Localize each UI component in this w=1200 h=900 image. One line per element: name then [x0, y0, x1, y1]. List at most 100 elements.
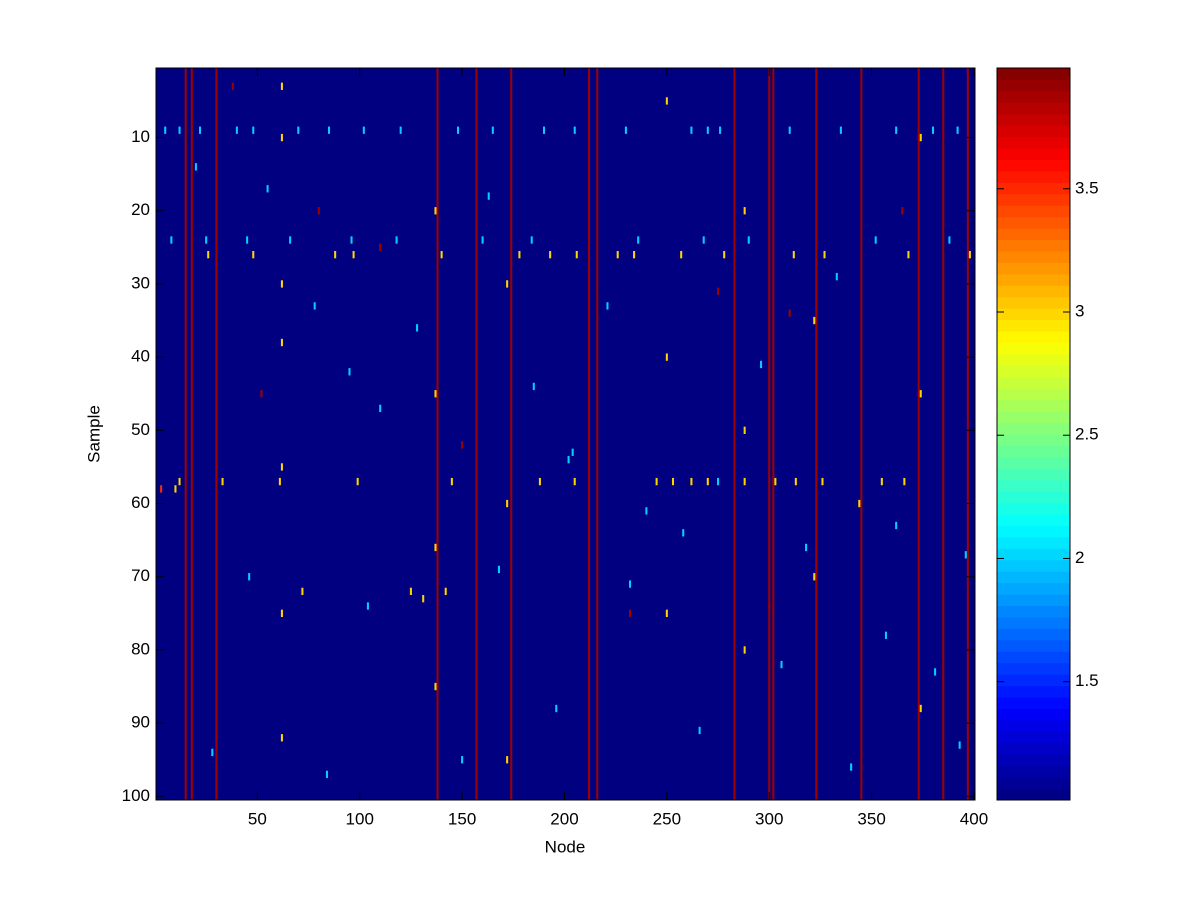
cell	[297, 126, 300, 134]
colorbar-segment	[997, 754, 1070, 767]
cell	[379, 243, 382, 251]
cell	[280, 133, 283, 142]
y-tick-label: 60	[131, 493, 150, 512]
cell	[170, 236, 173, 244]
colorbar-segment	[997, 777, 1070, 790]
stripe	[772, 68, 775, 800]
cell	[690, 477, 693, 486]
cell	[221, 477, 224, 486]
colorbar-segment	[997, 559, 1070, 572]
cell	[628, 580, 632, 588]
cell	[506, 756, 509, 764]
cell	[743, 426, 746, 434]
cell	[743, 477, 746, 486]
colorbar-segment	[997, 285, 1070, 298]
colorbar-segment	[997, 125, 1070, 138]
cell	[235, 126, 238, 134]
cell	[690, 126, 693, 134]
cell	[325, 770, 328, 779]
colorbar-segment	[997, 308, 1070, 321]
colorbar-segment	[997, 342, 1070, 355]
x-tick-label: 250	[653, 809, 681, 828]
cell	[567, 455, 570, 464]
colorbar-segment	[997, 273, 1070, 286]
colorbar-segment	[997, 628, 1070, 641]
cell	[706, 477, 709, 486]
colorbar-segment	[997, 422, 1070, 435]
cell	[884, 631, 887, 639]
cell	[682, 529, 685, 537]
cell	[542, 126, 546, 134]
x-tick-label: 50	[248, 809, 267, 828]
colorbar-segment	[997, 571, 1070, 584]
cell	[934, 668, 937, 676]
cell	[416, 324, 419, 332]
colorbar-segment	[997, 216, 1070, 229]
cell	[301, 587, 304, 596]
colorbar-segment	[997, 708, 1070, 721]
colorbar-segment	[997, 376, 1070, 389]
colorbar-segment	[997, 90, 1070, 103]
colorbar-segment	[997, 79, 1070, 92]
cell	[964, 551, 967, 559]
colorbar-segment	[997, 296, 1070, 309]
cell	[327, 126, 331, 134]
cell	[362, 126, 365, 134]
colorbar-segment	[997, 731, 1070, 744]
cell	[665, 609, 668, 617]
cell	[317, 207, 320, 215]
stripe	[733, 68, 736, 800]
colorbar-tick-label: 3.5	[1075, 178, 1099, 197]
x-tick-label: 350	[857, 809, 885, 828]
colorbar-segment	[997, 159, 1070, 172]
stripe	[588, 68, 591, 800]
colorbar-segment	[997, 582, 1070, 595]
cell	[606, 302, 609, 310]
cell	[573, 126, 576, 134]
cell	[481, 236, 484, 244]
cell	[680, 251, 683, 259]
colorbar-segment	[997, 170, 1070, 183]
cell	[252, 126, 255, 134]
cell	[280, 82, 283, 90]
cell	[571, 448, 574, 456]
x-tick-label: 300	[755, 809, 783, 828]
colorbar-segment	[997, 617, 1070, 629]
cell	[506, 280, 509, 288]
y-tick-label: 80	[131, 639, 150, 658]
cell	[530, 236, 533, 244]
colorbar-frame	[996, 67, 1071, 801]
cell	[747, 236, 750, 244]
colorbar-segment	[997, 605, 1070, 618]
cell	[434, 207, 437, 215]
colorbar-segment	[997, 113, 1070, 126]
stripe	[596, 68, 599, 800]
cell	[919, 133, 922, 142]
plot-area: 50 100 150 200 250 300 350 400 10 20 30 40 50 60 70 80 9…	[122, 67, 988, 828]
cell	[266, 185, 269, 193]
colorbar-segment	[997, 697, 1070, 709]
cell	[665, 97, 668, 105]
cell	[444, 587, 447, 596]
cell	[698, 726, 701, 735]
colorbar-segment	[997, 788, 1070, 801]
cell	[702, 236, 705, 244]
stripe	[860, 68, 863, 800]
cell	[919, 390, 922, 398]
cell	[491, 126, 494, 134]
cell	[356, 477, 359, 486]
cell	[903, 477, 906, 486]
x-tick-label: 200	[550, 809, 578, 828]
cell	[895, 521, 898, 530]
cell	[907, 251, 910, 259]
colorbar-segment	[997, 68, 1070, 80]
cell	[252, 251, 255, 259]
stripe	[815, 68, 818, 800]
cell	[706, 126, 709, 134]
cell	[723, 251, 726, 259]
cell	[628, 609, 632, 617]
colorbar-segment	[997, 514, 1070, 526]
cell	[434, 390, 437, 398]
cell	[839, 126, 842, 134]
